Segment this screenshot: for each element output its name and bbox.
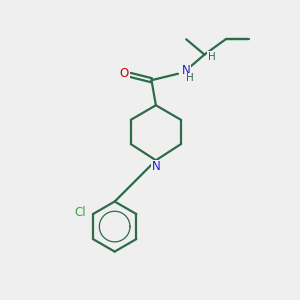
Text: Cl: Cl [75, 206, 86, 219]
Text: N: N [152, 160, 160, 173]
Text: O: O [120, 67, 129, 80]
Text: H: H [187, 74, 194, 83]
Text: H: H [208, 52, 216, 62]
Text: N: N [182, 64, 190, 77]
